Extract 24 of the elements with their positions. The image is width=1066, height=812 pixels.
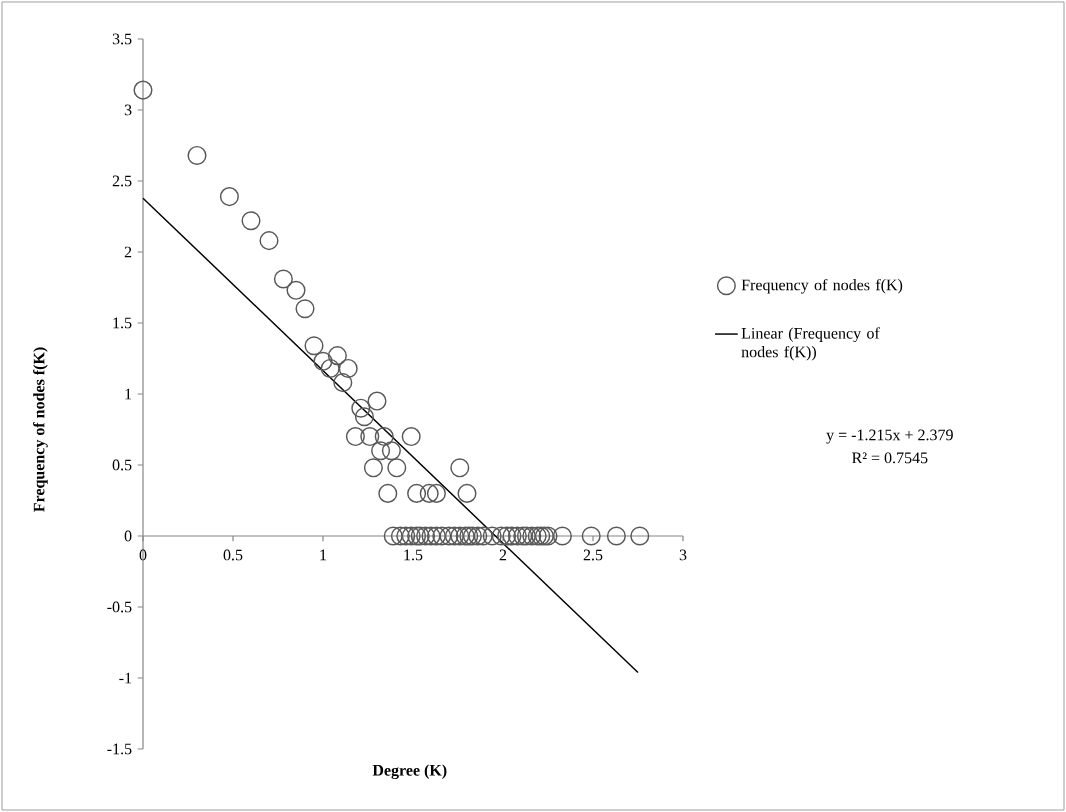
y-tick-label: -1.5 (107, 743, 132, 755)
y-tick-label: -1 (119, 672, 132, 684)
y-tick-label: 1.5 (113, 317, 132, 329)
y-tick-label: 1 (125, 388, 132, 400)
y-axis-title: Frequency of nodes f(K) (33, 347, 48, 512)
y-tick-label: 2 (124, 246, 132, 258)
text: y = -1.215x + 2.379 (826, 429, 953, 444)
text: R² = 0.7545 (852, 452, 928, 464)
legend-label: Linear (Frequency of nodes f(K)) (741, 327, 880, 361)
x-tick-label: 0.5 (223, 549, 243, 561)
y-tick-label: 3.5 (112, 33, 132, 45)
x-tick-label: 1.5 (404, 549, 423, 561)
x-tick-label: 2 (499, 549, 507, 561)
legend-label: Frequency of nodes f(K) (741, 278, 903, 294)
y-tick-label: -0.5 (107, 601, 132, 613)
y-tick-label: 0 (124, 530, 132, 542)
x-tick-label: 1 (320, 549, 327, 561)
x-tick-label: 2.5 (583, 549, 603, 561)
x-axis-title: Degree (K) (372, 764, 447, 780)
x-tick-label: 0 (139, 549, 147, 561)
x-tick-label: 3 (679, 549, 687, 561)
y-tick-label: 0.5 (112, 459, 132, 471)
y-tick-label: 2.5 (112, 175, 132, 187)
y-tick-label: 3 (124, 104, 132, 116)
